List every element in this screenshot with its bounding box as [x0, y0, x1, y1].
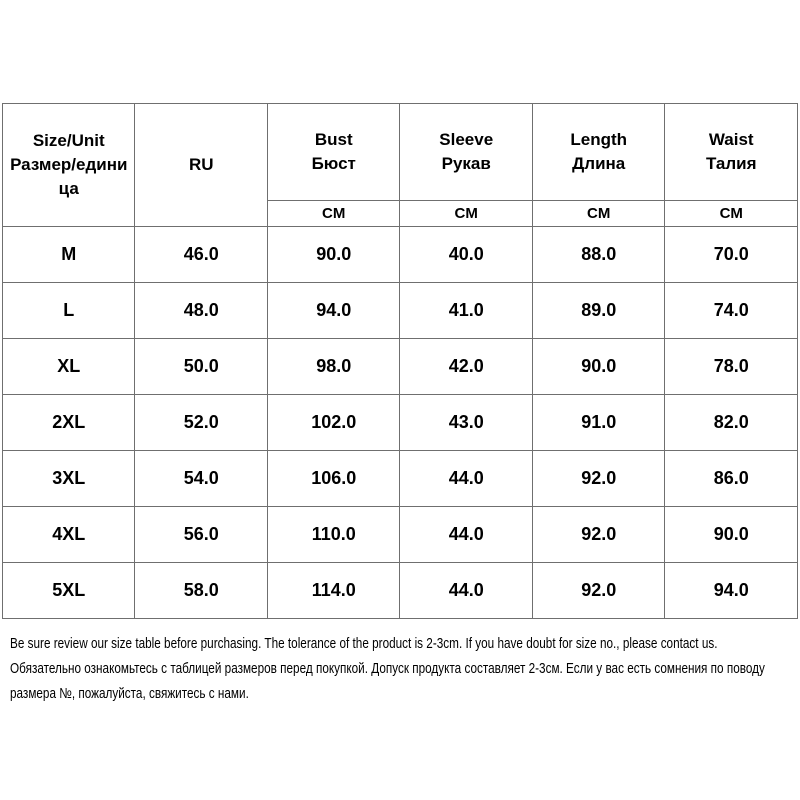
size-cell: M — [1, 226, 136, 283]
header-ru: RU — [134, 103, 268, 227]
value-cell: 46.0 — [134, 226, 268, 283]
value-cell: 50.0 — [134, 338, 268, 395]
header-length-en: Length — [570, 130, 628, 149]
value-cell: 110.0 — [266, 506, 401, 563]
header-waist-ru: Талия — [705, 154, 757, 173]
value-cell: 92.0 — [531, 562, 666, 619]
value-cell: 86.0 — [664, 450, 798, 507]
table-row: 3XL 54.0 106.0 44.0 92.0 86.0 — [1, 450, 798, 507]
table-row: 4XL 56.0 110.0 44.0 92.0 90.0 — [1, 506, 798, 563]
size-table-body: M 46.0 90.0 40.0 88.0 70.0 L 48.0 94.0 41.0 89.0 74… — [1, 226, 798, 619]
header-sleeve-en: Sleeve — [439, 130, 494, 149]
value-cell: 90.0 — [266, 226, 401, 283]
value-cell: 114.0 — [266, 562, 401, 619]
value-cell: 54.0 — [134, 450, 268, 507]
size-cell: XL — [1, 338, 136, 395]
table-row: 2XL 52.0 102.0 43.0 91.0 82.0 — [1, 394, 798, 451]
footer-note-ru: Обязательно ознакомьтесь с таблицей разм… — [10, 661, 765, 702]
value-cell: 92.0 — [531, 450, 666, 507]
header-bust-en: Bust — [314, 130, 353, 149]
header-size-unit-en: Size/Unit — [32, 131, 105, 150]
unit-waist: CM — [664, 200, 798, 227]
size-cell: 3XL — [1, 450, 136, 507]
unit-length: CM — [531, 200, 666, 227]
size-cell: 2XL — [1, 394, 136, 451]
value-cell: 89.0 — [531, 282, 666, 339]
footer-notes: Be sure review our size table before pur… — [10, 632, 792, 707]
table-row: L 48.0 94.0 41.0 89.0 74.0 — [1, 282, 798, 339]
value-cell: 74.0 — [664, 282, 798, 339]
value-cell: 44.0 — [399, 450, 533, 507]
value-cell: 98.0 — [266, 338, 401, 395]
size-cell: 4XL — [1, 506, 136, 563]
header-bust: Bust Бюст — [266, 103, 401, 201]
unit-bust: CM — [266, 200, 401, 227]
value-cell: 94.0 — [266, 282, 401, 339]
value-cell: 106.0 — [266, 450, 401, 507]
header-size-unit: Size/Unit Размер/единица — [1, 103, 136, 227]
value-cell: 42.0 — [399, 338, 533, 395]
value-cell: 94.0 — [664, 562, 798, 619]
header-sleeve: Sleeve Рукав — [399, 103, 533, 201]
size-cell: L — [1, 282, 136, 339]
header-length: Length Длина — [531, 103, 666, 201]
footer-note-en: Be sure review our size table before pur… — [10, 636, 718, 652]
header-waist-en: Waist — [708, 130, 754, 149]
value-cell: 70.0 — [664, 226, 798, 283]
value-cell: 78.0 — [664, 338, 798, 395]
header-size-unit-ru: Размер/единица — [10, 155, 128, 198]
value-cell: 40.0 — [399, 226, 533, 283]
value-cell: 82.0 — [664, 394, 798, 451]
header-length-ru: Длина — [572, 154, 626, 173]
value-cell: 48.0 — [134, 282, 268, 339]
value-cell: 90.0 — [531, 338, 666, 395]
header-sleeve-ru: Рукав — [441, 154, 491, 173]
value-cell: 44.0 — [399, 562, 533, 619]
value-cell: 41.0 — [399, 282, 533, 339]
value-cell: 88.0 — [531, 226, 666, 283]
size-chart-table: Size/Unit Размер/единица RU Bust Бюст Sl… — [1, 103, 798, 619]
table-row: 5XL 58.0 114.0 44.0 92.0 94.0 — [1, 562, 798, 619]
header-bust-ru: Бюст — [311, 154, 356, 173]
header-waist: Waist Талия — [664, 103, 798, 201]
table-row: XL 50.0 98.0 42.0 90.0 78.0 — [1, 338, 798, 395]
value-cell: 58.0 — [134, 562, 268, 619]
value-cell: 56.0 — [134, 506, 268, 563]
value-cell: 102.0 — [266, 394, 401, 451]
table-row: M 46.0 90.0 40.0 88.0 70.0 — [1, 226, 798, 283]
value-cell: 91.0 — [531, 394, 666, 451]
value-cell: 43.0 — [399, 394, 533, 451]
header-row-units: CM CM CM CM — [3, 200, 798, 227]
value-cell: 44.0 — [399, 506, 533, 563]
unit-sleeve: CM — [399, 200, 533, 227]
value-cell: 90.0 — [664, 506, 798, 563]
value-cell: 52.0 — [134, 394, 268, 451]
size-cell: 5XL — [1, 562, 136, 619]
value-cell: 92.0 — [531, 506, 666, 563]
header-row-main: Size/Unit Размер/единица RU Bust Бюст Sl… — [1, 103, 798, 227]
